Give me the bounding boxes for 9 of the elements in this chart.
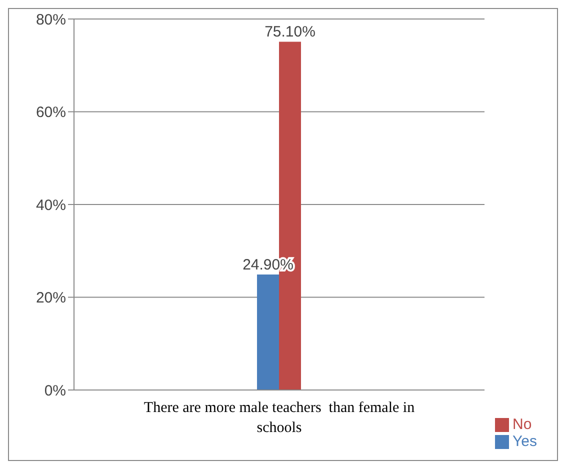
y-tick-label: 40%	[36, 196, 66, 214]
x-tick-label: There are more male teachers than female in schools	[144, 400, 416, 436]
data-label: 75.10%	[264, 24, 316, 41]
y-tick-label: 0%	[44, 382, 66, 400]
y-tick-label: 60%	[36, 104, 66, 122]
y-tick-label: 20%	[36, 290, 66, 307]
legend-label: Yes	[512, 433, 537, 450]
y-tick-label: 80%	[36, 11, 66, 28]
legend-label: No	[512, 416, 532, 433]
